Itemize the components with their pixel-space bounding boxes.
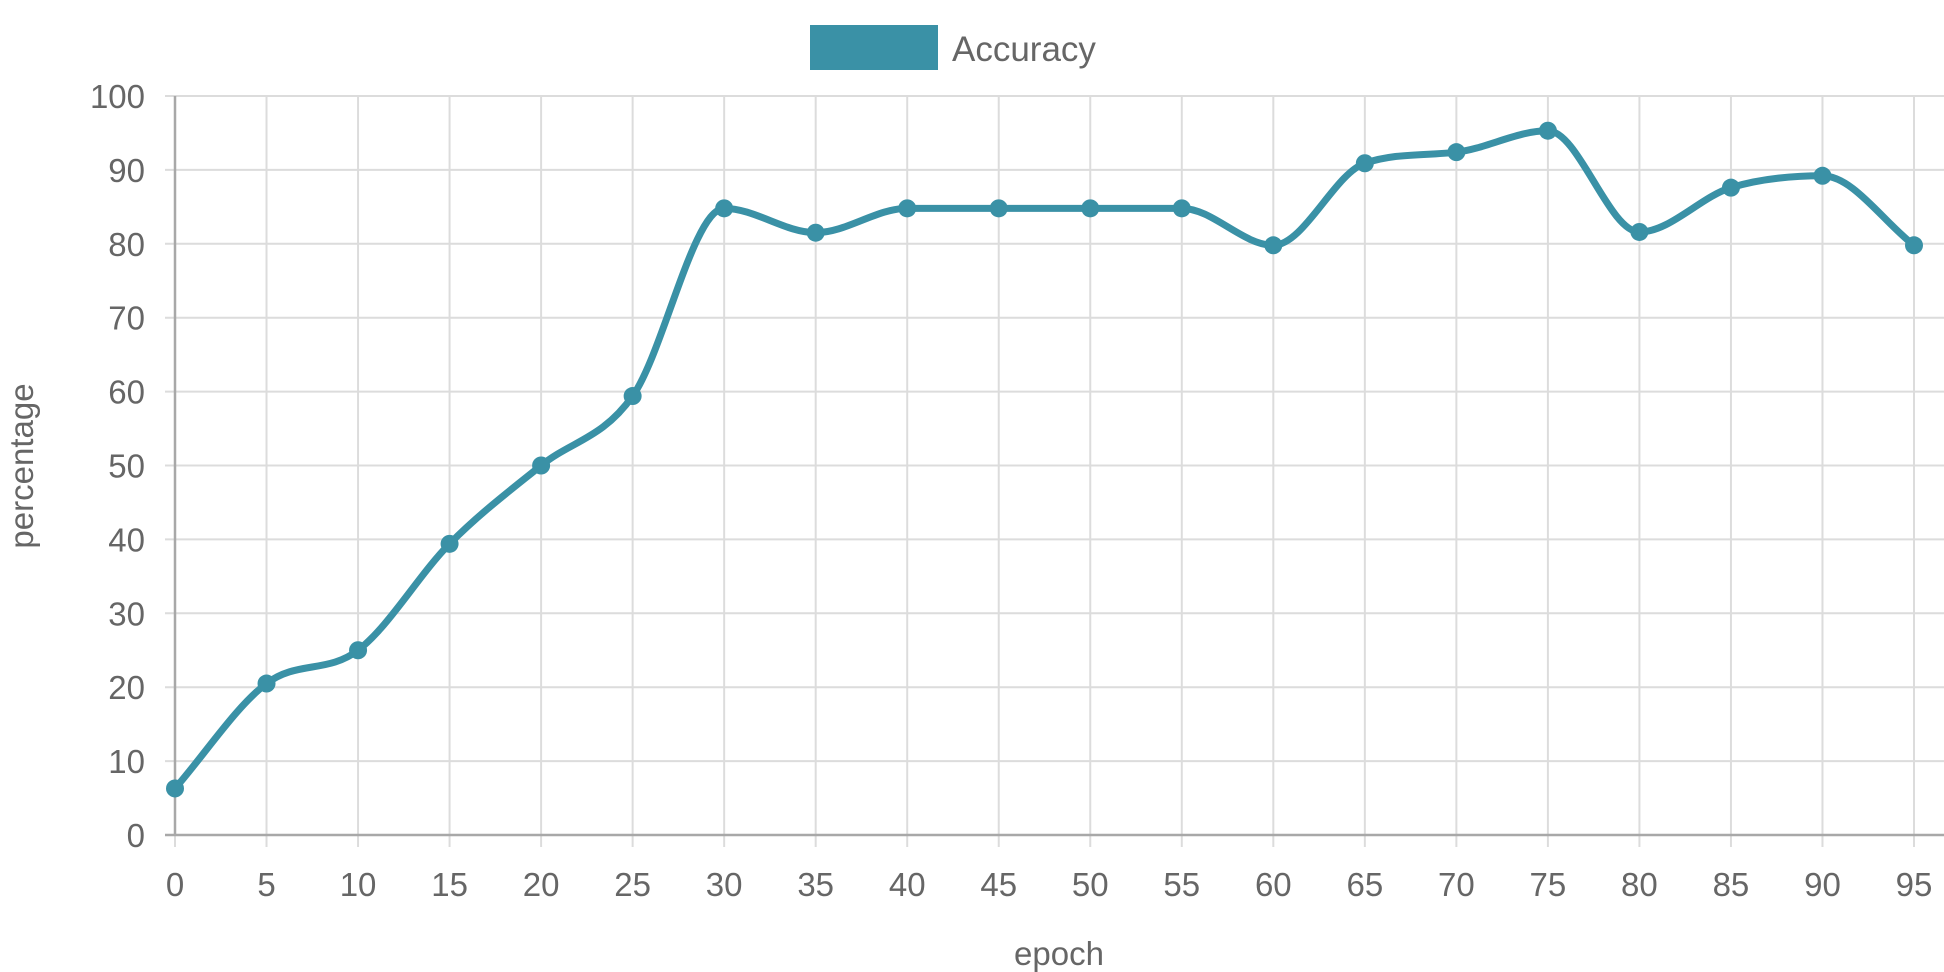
y-tick-label-20: 20 <box>108 669 145 706</box>
x-tick-label-45: 45 <box>980 866 1017 903</box>
y-tick-label-40: 40 <box>108 521 145 558</box>
data-point-epoch-5 <box>257 674 276 693</box>
x-tick-label-55: 55 <box>1163 866 1200 903</box>
data-point-epoch-35 <box>806 223 825 242</box>
data-point-epoch-55 <box>1172 199 1191 218</box>
x-tick-label-90: 90 <box>1804 866 1841 903</box>
x-axis-title: epoch <box>1014 935 1104 972</box>
y-axis-title: percentage <box>3 383 40 548</box>
data-point-epoch-65 <box>1355 154 1374 173</box>
x-tick-label-20: 20 <box>523 866 560 903</box>
x-tick-label-50: 50 <box>1072 866 1109 903</box>
x-tick-label-30: 30 <box>706 866 743 903</box>
y-tick-label-90: 90 <box>108 152 145 189</box>
x-tick-label-60: 60 <box>1255 866 1292 903</box>
x-tick-label-5: 5 <box>257 866 275 903</box>
data-point-epoch-80 <box>1630 222 1649 241</box>
data-point-epoch-10 <box>349 641 368 660</box>
x-tick-label-35: 35 <box>797 866 834 903</box>
legend-label-accuracy[interactable]: Accuracy <box>952 30 1096 69</box>
y-tick-label-80: 80 <box>108 226 145 263</box>
data-point-epoch-15 <box>440 534 459 553</box>
x-tick-labels: 0 5 10 15 20 25 30 35 40 45 50 55 60 65 70 75 80 85 90 95 <box>166 866 1933 903</box>
data-point-epoch-25 <box>623 387 642 406</box>
data-point-epoch-85 <box>1721 178 1740 197</box>
grid-lines <box>165 95 1944 847</box>
data-point-epoch-90 <box>1813 166 1832 185</box>
y-tick-label-100: 100 <box>90 78 145 115</box>
y-tick-label-0: 0 <box>127 817 145 854</box>
x-tick-label-80: 80 <box>1621 866 1658 903</box>
legend-swatch-accuracy[interactable] <box>810 25 938 70</box>
data-point-epoch-0 <box>166 779 184 798</box>
data-point-epoch-70 <box>1447 143 1466 162</box>
y-tick-labels: 0 10 20 30 40 50 60 70 80 90 100 <box>90 78 145 854</box>
data-point-epoch-20 <box>532 456 551 475</box>
x-tick-label-10: 10 <box>340 866 377 903</box>
axes <box>165 96 1944 837</box>
x-tick-label-40: 40 <box>889 866 926 903</box>
x-tick-label-65: 65 <box>1346 866 1383 903</box>
data-point-epoch-50 <box>1081 199 1100 218</box>
x-tick-label-75: 75 <box>1530 866 1567 903</box>
legend: Accuracy <box>810 25 1096 70</box>
y-tick-label-70: 70 <box>108 300 145 337</box>
x-tick-label-70: 70 <box>1438 866 1475 903</box>
x-tick-label-95: 95 <box>1896 866 1933 903</box>
y-tick-label-30: 30 <box>108 595 145 632</box>
y-tick-label-60: 60 <box>108 374 145 411</box>
data-point-epoch-75 <box>1538 121 1557 140</box>
x-tick-label-25: 25 <box>614 866 651 903</box>
x-tick-label-0: 0 <box>166 866 184 903</box>
series-line-accuracy <box>171 127 1918 792</box>
y-tick-label-10: 10 <box>108 743 145 780</box>
data-point-epoch-95 <box>1905 236 1923 255</box>
x-tick-label-85: 85 <box>1713 866 1750 903</box>
series-group <box>166 121 1923 798</box>
x-tick-label-15: 15 <box>431 866 468 903</box>
data-point-epoch-60 <box>1264 236 1283 255</box>
y-tick-label-50: 50 <box>108 448 145 485</box>
data-point-epoch-45 <box>989 199 1008 218</box>
data-point-epoch-30 <box>715 199 734 218</box>
data-point-epoch-40 <box>898 199 917 218</box>
